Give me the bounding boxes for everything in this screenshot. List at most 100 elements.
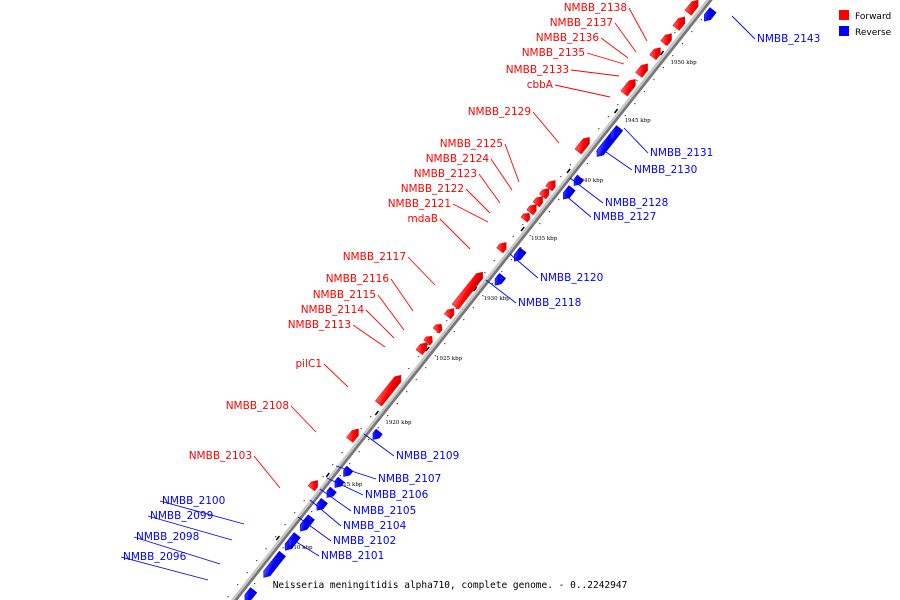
gene-nmbb_2135[interactable] [649,45,664,61]
gene-label-nmbb_2137[interactable]: NMBB_2137 [550,17,613,29]
gene-label-nmbb_2096[interactable]: NMBB_2096 [123,551,187,563]
gene-label-nmbb_2131[interactable]: NMBB_2131 [650,147,713,159]
gene-label-nmbb_2125[interactable]: NMBB_2125 [440,138,503,150]
gene-nmbb_2122[interactable] [526,202,539,216]
gene-nmbb_2117[interactable] [451,270,486,310]
tick-mark [374,410,379,416]
minor-tick [265,548,267,550]
gene-leader-line [147,515,233,541]
legend-forward-label: Forward [855,12,891,22]
gene-label-nmbb_2136[interactable]: NMBB_2136 [536,32,600,44]
gene-pilc1[interactable] [374,373,404,407]
gene-leader-line [290,405,317,433]
minor-tick [484,272,486,274]
gene-label-nmbb_2129[interactable]: NMBB_2129 [468,106,531,118]
gene-label-nmbb_2099[interactable]: NMBB_2099 [150,510,213,522]
gene-nmbb_2143[interactable] [701,7,717,24]
gene-label-nmbb_2143[interactable]: NMBB_2143 [757,33,820,45]
gene-label-nmbb_2122[interactable]: NMBB_2122 [401,183,464,195]
gene-label-nmbb_2113[interactable]: NMBB_2113 [288,319,351,331]
gene-nmbb_2125[interactable] [545,178,558,192]
gene-nmbb_2099[interactable] [285,532,301,549]
gene-label-nmbb_2102[interactable]: NMBB_2102 [333,535,396,547]
gene-leader-line [731,15,756,40]
gene-nmbb_2115[interactable] [432,322,444,334]
gene-label-nmbb_2108[interactable]: NMBB_2108 [226,400,289,412]
gene-mdab[interactable] [496,240,509,254]
gene-label-nmbb_2118[interactable]: NMBB_2118 [518,297,581,309]
gene-label-mdab[interactable]: mdaB [407,213,438,225]
gene-nmbb_2113[interactable] [415,340,430,356]
minor-tick [436,332,438,334]
gene-label-nmbb_2103[interactable]: NMBB_2103 [189,450,252,462]
label-layer: NMBB_2138 NMBB_2137 NMBB_2136 NMBB_2135 NMBB… [120,2,820,581]
legend: Forward Reverse [839,10,892,38]
gene-nmbb_2137[interactable] [672,14,688,31]
gene-label-nmbb_2116[interactable]: NMBB_2116 [326,273,390,285]
gene-label-nmbb_2124[interactable]: NMBB_2124 [426,153,490,165]
gene-label-nmbb_2101[interactable]: NMBB_2101 [321,550,384,562]
gene-nmbb_2096[interactable] [242,587,258,600]
minor-tick [406,391,408,393]
tick-label: 1910 kbp [286,545,313,551]
gene-leader-line [600,37,629,59]
minor-tick [700,19,702,21]
gene-nmbb_2114[interactable] [423,334,435,346]
gene-nmbb_2107[interactable] [341,465,354,479]
gene-label-nmbb_2135[interactable]: NMBB_2135 [522,47,585,59]
gene-nmbb_2109[interactable] [370,428,383,442]
gene-label-nmbb_2098[interactable]: NMBB_2098 [136,531,199,543]
gene-leader-line [390,278,414,312]
gene-label-nmbb_2128[interactable]: NMBB_2128 [605,197,668,209]
gene-nmbb_2103[interactable] [307,478,320,492]
gene-leader-line [335,465,377,480]
gene-nmbb_2124[interactable] [539,186,552,200]
gene-label-nmbb_2117[interactable]: NMBB_2117 [343,251,406,263]
gene-nmbb_2130[interactable] [608,125,624,142]
gene-nmbb_2136[interactable] [660,31,675,47]
gene-label-nmbb_2127[interactable]: NMBB_2127 [593,211,656,223]
gene-label-nmbb_2130[interactable]: NMBB_2130 [634,164,697,176]
gene-nmbb_2138[interactable] [684,0,701,16]
gene-label-nmbb_2123[interactable]: NMBB_2123 [414,168,477,180]
minor-tick [512,236,514,238]
gene-leader-line [326,477,364,496]
gene-leader-line [452,203,489,223]
gene-nmbb_2121[interactable] [520,211,532,223]
gene-label-nmbb_2100[interactable]: NMBB_2100 [162,495,225,507]
gene-label-pilc1[interactable]: pilC1 [295,358,322,370]
gene-label-nmbb_2104[interactable]: NMBB_2104 [343,520,407,532]
gene-label-nmbb_2120[interactable]: NMBB_2120 [540,272,603,284]
gene-label-nmbb_2105[interactable]: NMBB_2105 [353,505,416,517]
minor-tick [427,344,429,346]
gene-label-nmbb_2121[interactable]: NMBB_2121 [388,198,451,210]
gene-nmbb_2123[interactable] [532,194,545,208]
minor-tick [227,596,229,598]
minor-tick [237,584,239,586]
gene-label-nmbb_2133[interactable]: NMBB_2133 [506,64,569,76]
gene-label-nmbb_2109[interactable]: NMBB_2109 [396,450,459,462]
gene-nmbb_2116[interactable] [444,306,456,320]
gene-nmbb_2133[interactable] [635,61,651,78]
gene-nmbb_2118[interactable] [492,272,507,287]
gene-label-nmbb_2114[interactable]: NMBB_2114 [301,304,365,316]
gene-leader-line [490,158,513,191]
gene-cbba[interactable] [620,77,638,97]
gene-nmbb_2129[interactable] [574,135,592,155]
gene-nmbb_2108[interactable] [346,426,362,443]
gene-label-nmbb_2115[interactable]: NMBB_2115 [313,289,376,301]
gene-nmbb_2098[interactable] [261,550,286,579]
gene-label-nmbb_2106[interactable]: NMBB_2106 [365,489,429,501]
minor-tick [624,115,626,117]
gene-label-cbba[interactable]: cbbA [527,79,554,91]
gene-leader-line [532,111,560,144]
minor-tick [653,79,655,81]
gene-nmbb_2104[interactable] [314,497,328,512]
minor-tick [691,31,693,33]
gene-nmbb_2105[interactable] [324,486,337,500]
minor-tick [634,103,636,105]
gene-label-nmbb_2107[interactable]: NMBB_2107 [378,473,441,485]
gene-label-nmbb_2138[interactable]: NMBB_2138 [564,2,627,14]
gene-layer [242,0,717,600]
gene-leader-line [323,363,349,388]
